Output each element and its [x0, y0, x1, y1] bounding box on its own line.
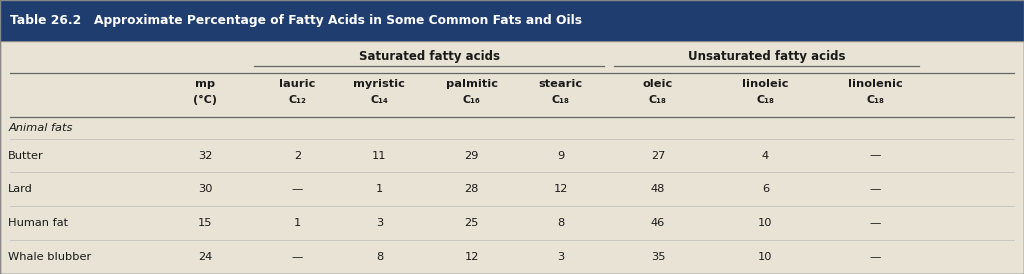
Text: 24: 24 [199, 252, 212, 262]
Text: Human fat: Human fat [8, 218, 69, 228]
Text: 12: 12 [464, 252, 479, 262]
Text: 32: 32 [198, 150, 213, 161]
Text: —: — [869, 252, 881, 262]
Text: 25: 25 [464, 218, 479, 228]
Text: 46: 46 [651, 218, 665, 228]
Text: 11: 11 [372, 150, 387, 161]
Text: 10: 10 [758, 218, 773, 228]
Text: 2: 2 [294, 150, 301, 161]
Text: —: — [292, 184, 303, 194]
Text: Unsaturated fatty acids: Unsaturated fatty acids [688, 50, 845, 63]
Text: C₁₄: C₁₄ [371, 95, 388, 105]
Text: Lard: Lard [8, 184, 33, 194]
Text: 1: 1 [294, 218, 301, 228]
Text: linolenic: linolenic [848, 79, 902, 89]
Text: Animal fats: Animal fats [8, 123, 73, 133]
Text: 10: 10 [758, 252, 773, 262]
Text: 48: 48 [650, 184, 666, 194]
Text: stearic: stearic [539, 79, 583, 89]
Text: C₁₈: C₁₈ [552, 95, 569, 105]
Bar [0, 0, 1024, 41]
Text: C₁₈: C₁₈ [649, 95, 667, 105]
Text: 15: 15 [198, 218, 213, 228]
Text: —: — [869, 184, 881, 194]
Text: 29: 29 [464, 150, 479, 161]
Text: linoleic: linoleic [742, 79, 788, 89]
Text: —: — [292, 252, 303, 262]
Text: Whale blubber: Whale blubber [8, 252, 91, 262]
Text: C₁₂: C₁₂ [289, 95, 306, 105]
Text: 8: 8 [376, 252, 383, 262]
Text: 28: 28 [464, 184, 479, 194]
Text: 8: 8 [557, 218, 564, 228]
Text: Table 26.2   Approximate Percentage of Fatty Acids in Some Common Fats and Oils: Table 26.2 Approximate Percentage of Fat… [10, 14, 583, 27]
Text: 12: 12 [553, 184, 568, 194]
Text: 27: 27 [650, 150, 666, 161]
Text: myristic: myristic [353, 79, 406, 89]
Text: Butter: Butter [8, 150, 44, 161]
Bar [0, 41, 1024, 274]
Text: 9: 9 [557, 150, 564, 161]
Text: Saturated fatty acids: Saturated fatty acids [358, 50, 500, 63]
Text: —: — [869, 218, 881, 228]
Text: 30: 30 [198, 184, 213, 194]
Text: oleic: oleic [643, 79, 673, 89]
Text: (°C): (°C) [194, 95, 217, 105]
Text: C₁₈: C₁₈ [866, 95, 884, 105]
Text: palmitic: palmitic [445, 79, 498, 89]
Text: 3: 3 [557, 252, 564, 262]
Text: 3: 3 [376, 218, 383, 228]
Text: 35: 35 [650, 252, 666, 262]
Text: 4: 4 [762, 150, 769, 161]
Text: 1: 1 [376, 184, 383, 194]
Text: C₁₆: C₁₆ [463, 95, 480, 105]
Text: lauric: lauric [280, 79, 315, 89]
Text: mp: mp [196, 79, 215, 89]
Text: —: — [869, 150, 881, 161]
Text: 6: 6 [762, 184, 769, 194]
Text: C₁₈: C₁₈ [757, 95, 774, 105]
